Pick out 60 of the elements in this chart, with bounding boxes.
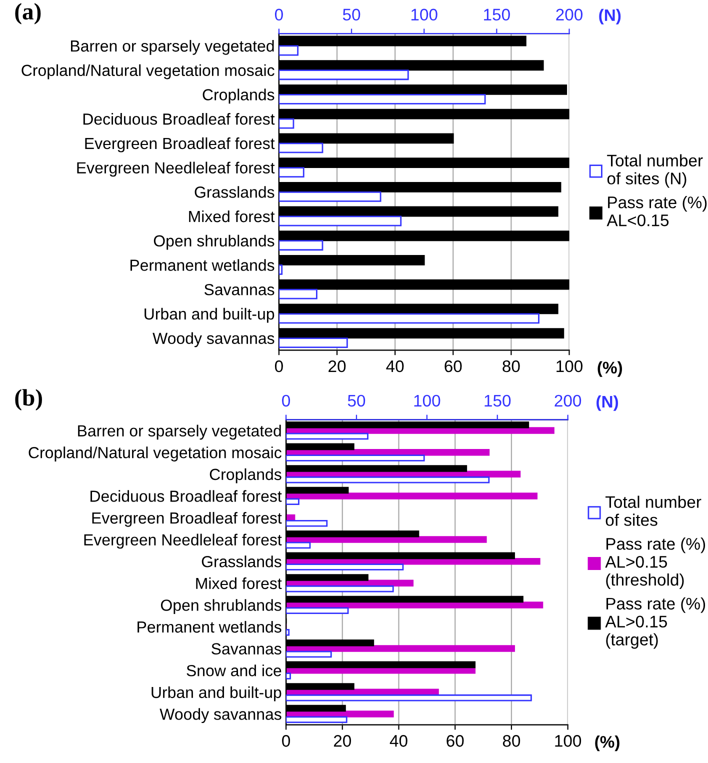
x-tick-label: 20	[328, 360, 346, 372]
x2-axis-title: (N)	[599, 8, 621, 24]
x-axis-title: (%)	[598, 361, 622, 377]
y-tick-label: Barren or sparsely vegetated	[78, 424, 281, 440]
y-tick-label: Deciduous Broadleaf forest	[83, 113, 275, 125]
x2-tick-label: 150	[484, 8, 510, 21]
y-tick-label: Woody savannas	[160, 708, 282, 724]
x-tick-label: 80	[502, 735, 520, 747]
y-tick-label: Woody savannas	[152, 332, 274, 348]
y-tick-label: Barren or sparsely vegetated	[71, 40, 274, 55]
x2-tick-label: 50	[342, 8, 360, 21]
y-tick-label: Permanent wetlands	[138, 620, 282, 633]
x2-tick-label: 0	[274, 8, 283, 21]
y-tick-label: Mixed forest	[189, 210, 275, 222]
y-tick-label: Mixed forest	[196, 577, 282, 590]
x-tick-label: 0	[274, 360, 283, 372]
y-tick-label: Croplands	[210, 468, 282, 484]
x2-tick-label: 0	[282, 394, 290, 407]
y-tick-label: Open shrublands	[154, 234, 274, 250]
y-tick-label: Evergreen Broadleaf forest	[85, 137, 275, 152]
y-tick-label: Urban and built-up	[152, 686, 282, 702]
y-tick-label: Deciduous Broadleaf forest	[90, 490, 282, 502]
x2-tick-label: 100	[414, 394, 440, 407]
y-tick-label: Cropland/Natural vegetation mosaic	[28, 446, 282, 462]
y-tick-label: Evergreen Needleleaf forest	[77, 162, 275, 177]
y-tick-label: Evergreen Broadleaf forest	[92, 512, 282, 527]
legend-label: Pass rate (%) AL>0.15 (threshold)	[605, 538, 706, 589]
x-tick-label: 100	[555, 735, 582, 747]
x-tick-label: 40	[386, 360, 404, 372]
y-tick-label: Snow and ice	[186, 664, 282, 676]
x-tick-label: 80	[502, 360, 520, 372]
x2-tick-label: 200	[556, 8, 582, 21]
y-tick-label: Cropland/Natural vegetation mosaic	[22, 64, 274, 80]
legend-label: Pass rate (%) AL>0.15 (target)	[605, 597, 706, 649]
x2-tick-label: 100	[411, 8, 438, 21]
x-tick-label: 60	[446, 735, 464, 747]
y-tick-label: Grasslands	[202, 556, 282, 568]
x-tick-label: 60	[444, 360, 462, 372]
y-tick-label: Permanent wetlands	[130, 259, 274, 271]
x-tick-label: 0	[282, 735, 290, 747]
y-tick-label: Urban and built-up	[144, 308, 274, 323]
y-tick-label: Croplands	[202, 88, 274, 104]
x2-tick-label: 50	[348, 394, 366, 407]
y-tick-label: Savannas	[212, 643, 282, 654]
text: (b)	[15, 389, 42, 410]
y-tick-label: Evergreen Needleleaf forest	[84, 534, 282, 549]
x2-axis-title: (N)	[596, 395, 618, 411]
y-tick-label: Open shrublands	[160, 599, 282, 614]
legend-label: Pass rate (%) AL<0.15	[606, 196, 707, 226]
x-tick-label: 40	[390, 735, 408, 747]
x-tick-label: 100	[556, 360, 582, 372]
legend-label: Total number of sites (N)	[607, 154, 703, 188]
x2-tick-label: 200	[554, 394, 582, 407]
x2-tick-label: 150	[484, 394, 511, 407]
x-tick-label: 20	[334, 735, 352, 747]
text: (a)	[15, 3, 41, 24]
y-tick-label: Savannas	[204, 284, 274, 296]
x-axis-title: (%)	[595, 736, 620, 752]
legend-label: Total number of sites	[605, 496, 702, 526]
y-tick-label: Grasslands	[194, 186, 274, 198]
